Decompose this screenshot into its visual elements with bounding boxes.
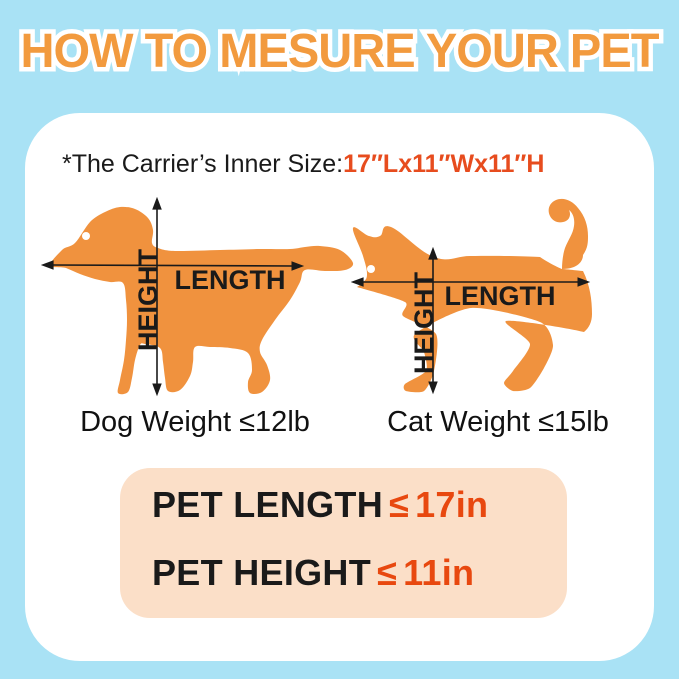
svg-text:LENGTH: LENGTH — [175, 265, 286, 295]
svg-text:HEIGHT: HEIGHT — [133, 248, 163, 351]
svg-text:LENGTH: LENGTH — [445, 281, 556, 311]
svg-text:HEIGHT: HEIGHT — [409, 271, 439, 374]
